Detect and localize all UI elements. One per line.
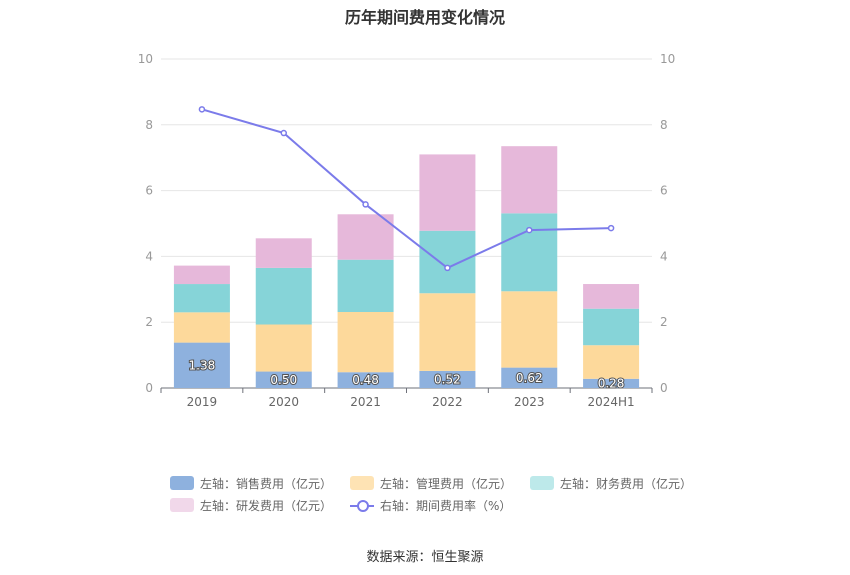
x-tick-2019: 2019 (187, 395, 218, 409)
legend-swatch-sales (170, 476, 194, 490)
y-right-tick-0: 0 (660, 381, 668, 395)
legend-label-finance: 左轴：财务费用（亿元） (560, 476, 693, 491)
chart-title: 历年期间费用变化情况 (344, 8, 505, 27)
bar-finance-2024H1 (583, 308, 640, 346)
bar-sales-2023 (501, 367, 558, 388)
bar-sales-2022 (419, 370, 476, 388)
point-rate-2022 (444, 264, 451, 272)
x-tick-2022: 2022 (432, 395, 463, 409)
legend-item-finance[interactable]: 左轴：财务费用（亿元） (530, 475, 692, 492)
bar-finance-2022 (419, 230, 476, 294)
point-rate-2020 (280, 129, 287, 137)
bar-rd-2023 (501, 146, 558, 214)
x-tick-2023: 2023 (514, 395, 545, 409)
bar-admin-2019 (173, 312, 230, 343)
data-source: 数据来源：恒生聚源 (366, 550, 484, 565)
bar-finance-2020 (255, 267, 312, 325)
line-rate (201, 108, 612, 270)
bar-rd-2022 (419, 154, 476, 231)
legend-item-admin[interactable]: 左轴：管理费用（亿元） (350, 475, 512, 492)
bar-rd-2019 (173, 265, 230, 285)
data-label-sales-2019: 1.38 (189, 358, 216, 372)
legend-item-rd[interactable]: 左轴：研发费用（亿元） (170, 497, 332, 514)
bar-admin-2022 (419, 293, 476, 371)
y-left-tick-10: 10 (138, 52, 153, 66)
data-label-sales-2023: 0.62 (516, 371, 543, 385)
x-tick-2020: 2020 (268, 395, 299, 409)
legend-item-rate[interactable]: 右轴：期间费用率（%） (350, 497, 511, 514)
bar-admin-2024H1 (583, 345, 640, 379)
bar-sales-2021 (337, 372, 394, 388)
chart-legend: 左轴：销售费用（亿元） 左轴：管理费用（亿元） 左轴：财务费用（亿元） 左轴：研… (170, 472, 710, 516)
legend-label-sales: 左轴：销售费用（亿元） (200, 476, 333, 491)
y-left-tick-6: 6 (145, 184, 153, 198)
bar-finance-2019 (173, 284, 230, 313)
point-rate-2024H1 (607, 224, 615, 232)
legend-line-rate-icon (350, 498, 375, 512)
legend-swatch-admin (350, 476, 374, 490)
bar-finance-2023 (501, 213, 558, 292)
bar-rd-2021 (337, 214, 394, 260)
bar-admin-2023 (501, 291, 558, 368)
point-rate-2021 (362, 201, 369, 208)
data-label-sales-2020: 0.50 (270, 373, 297, 387)
bar-sales-2019 (173, 342, 230, 388)
y-right-tick-8: 8 (660, 118, 668, 132)
y-left-tick-4: 4 (145, 249, 153, 263)
bar-rd-2020 (255, 238, 312, 268)
y-left-tick-2: 2 (145, 315, 153, 329)
y-left-tick-8: 8 (145, 118, 153, 132)
data-label-sales-2021: 0.48 (352, 373, 379, 387)
x-tick-2021: 2021 (350, 395, 381, 409)
bar-admin-2020 (255, 324, 312, 372)
legend-label-rate: 右轴：期间费用率（%） (380, 498, 512, 513)
data-label-sales-2022: 0.52 (434, 372, 461, 386)
legend-label-admin: 左轴：管理费用（亿元） (380, 476, 513, 491)
bar-finance-2021 (337, 259, 394, 313)
legend-label-rd: 左轴：研发费用（亿元） (200, 498, 333, 513)
legend-swatch-finance (530, 476, 554, 490)
y-right-tick-10: 10 (660, 52, 675, 66)
y-right-tick-6: 6 (660, 184, 668, 198)
x-tick-2024H1: 2024H1 (587, 395, 634, 409)
y-left-tick-0: 0 (145, 381, 153, 395)
data-label-sales-2024H1: 0.28 (598, 376, 625, 390)
bar-sales-2024H1 (583, 378, 640, 388)
bar-admin-2021 (337, 312, 394, 373)
legend-row-2: 左轴：研发费用（亿元） 右轴：期间费用率（%） (170, 494, 710, 516)
point-rate-2023 (526, 226, 533, 234)
legend-swatch-rd (170, 498, 194, 512)
legend-row-1: 左轴：销售费用（亿元） 左轴：管理费用（亿元） 左轴：财务费用（亿元） (170, 472, 710, 494)
point-rate-2019 (198, 106, 206, 113)
bar-rd-2024H1 (583, 284, 640, 309)
y-right-tick-4: 4 (660, 249, 668, 263)
y-right-tick-2: 2 (660, 315, 668, 329)
bar-sales-2020 (255, 371, 312, 388)
legend-item-sales[interactable]: 左轴：销售费用（亿元） (170, 475, 332, 492)
